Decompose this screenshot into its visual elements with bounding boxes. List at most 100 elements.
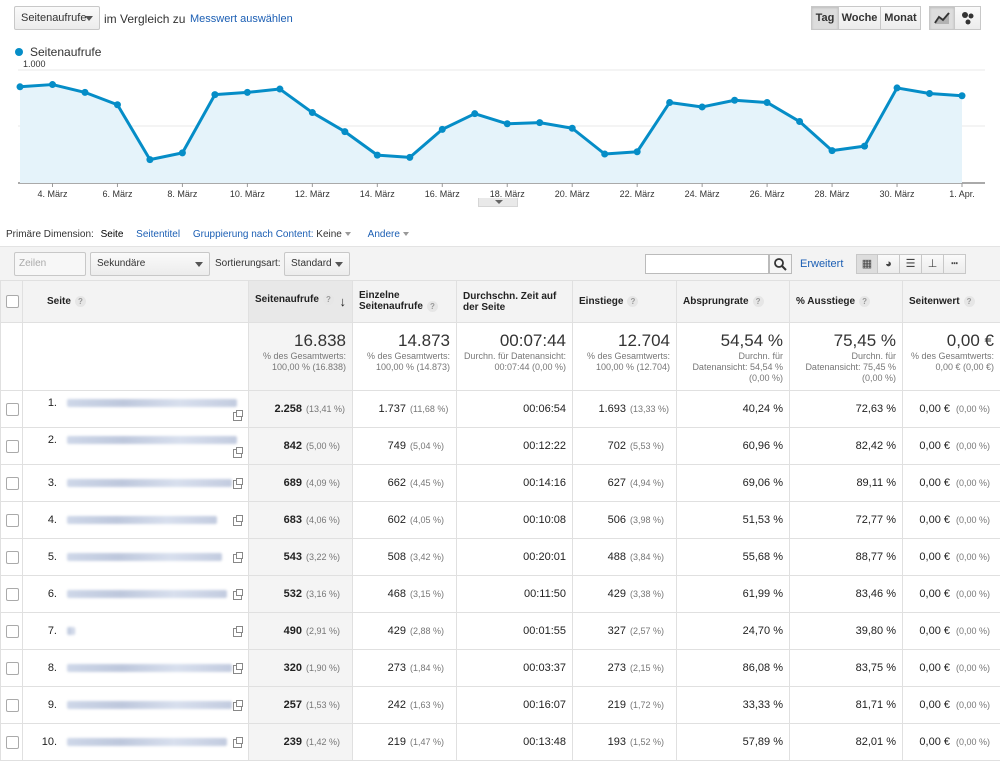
external-link-icon[interactable] (233, 665, 242, 674)
page-url-link[interactable] (67, 516, 217, 524)
line-chart-icon[interactable] (929, 6, 955, 30)
external-link-icon[interactable] (233, 554, 242, 563)
data-point (894, 84, 901, 91)
help-icon[interactable]: ? (753, 296, 764, 307)
unique-pct: (1,47 %) (410, 737, 450, 747)
exit-value: 82,42 % (856, 440, 896, 452)
col-unique-pageviews[interactable]: Einzelne Seitenaufrufe? (353, 281, 457, 323)
series-area (20, 85, 962, 183)
external-link-icon[interactable] (233, 591, 242, 600)
motion-chart-icon[interactable] (955, 6, 981, 30)
page-url-link[interactable] (67, 701, 232, 709)
col-page[interactable]: Seite? (23, 281, 249, 323)
dimension-other[interactable]: Andere (368, 229, 400, 240)
legend-dot (15, 48, 23, 56)
content-grouping-value[interactable]: Keine (316, 229, 342, 240)
page-url-link[interactable] (67, 553, 222, 561)
row-checkbox[interactable] (6, 551, 19, 564)
col-page-value[interactable]: Seitenwert? (903, 281, 1000, 323)
pageviews-value: 689 (284, 477, 302, 489)
row-index: 7. (35, 625, 57, 637)
external-link-icon[interactable] (233, 517, 242, 526)
page-url-link[interactable] (67, 479, 232, 487)
row-index: 10. (35, 736, 57, 748)
external-link-icon[interactable] (233, 702, 242, 711)
page-url-link[interactable] (67, 664, 232, 672)
external-link-icon[interactable] (233, 449, 242, 458)
select-all-checkbox[interactable] (6, 295, 19, 308)
col-exit-rate[interactable]: % Ausstiege? (790, 281, 903, 323)
unique-value: 468 (388, 588, 406, 600)
help-icon[interactable]: ? (859, 296, 870, 307)
dimension-page[interactable]: Seite (101, 229, 124, 240)
performance-view-icon[interactable]: ☰ (900, 254, 922, 274)
unique-value: 508 (388, 551, 406, 563)
row-checkbox[interactable] (6, 403, 19, 416)
page-url-link[interactable] (67, 590, 227, 598)
col-entrances[interactable]: Einstiege? (573, 281, 677, 323)
row-checkbox[interactable] (6, 440, 19, 453)
data-point (861, 143, 868, 150)
select-metric-link[interactable]: Messwert auswählen (190, 13, 293, 25)
total-value-sub: % des Gesamtwerts: 0,00 € (0,00 €) (909, 351, 994, 373)
total-entrances: 12.704 (579, 331, 670, 351)
sort-desc-icon: ↓ (340, 294, 347, 309)
secondary-dimension-select[interactable]: Sekundäre Dimension (90, 252, 210, 276)
x-tick-label: 28. März (815, 189, 851, 199)
pageviews-pct: (3,16 %) (306, 589, 346, 599)
col-pageviews[interactable]: Seitenaufrufe?↓ (249, 281, 353, 323)
row-checkbox[interactable] (6, 477, 19, 490)
pageviews-value: 490 (284, 625, 302, 637)
primary-dimension-label: Primäre Dimension: (6, 229, 94, 240)
data-point (81, 89, 88, 96)
bounce-value: 40,24 % (743, 403, 783, 415)
help-icon[interactable]: ? (75, 296, 86, 307)
external-link-icon[interactable] (233, 480, 242, 489)
total-avg-time: 00:07:44 (463, 331, 566, 351)
row-checkbox[interactable] (6, 662, 19, 675)
help-icon[interactable]: ? (427, 301, 438, 312)
row-checkbox[interactable] (6, 736, 19, 749)
col-avg-time[interactable]: Durchschn. Zeit auf der Seite (457, 281, 573, 323)
advanced-filter-link[interactable]: Erweitert (800, 258, 843, 270)
row-checkbox[interactable] (6, 625, 19, 638)
dimension-page-title[interactable]: Seitentitel (136, 229, 180, 240)
period-month-button[interactable]: Monat (881, 6, 921, 30)
page-url-link[interactable] (67, 738, 227, 746)
row-checkbox[interactable] (6, 588, 19, 601)
dimension-content-grouping[interactable]: Gruppierung nach Content: (193, 229, 314, 240)
pie-view-icon[interactable]: ◕ (878, 254, 900, 274)
page-url-link[interactable] (67, 627, 75, 635)
external-link-icon[interactable] (233, 412, 242, 421)
total-unique: 14.873 (359, 331, 450, 351)
page-url-link[interactable] (67, 399, 237, 407)
row-checkbox[interactable] (6, 699, 19, 712)
table-view-icon[interactable]: ▦ (856, 254, 878, 274)
external-link-icon[interactable] (233, 628, 242, 637)
help-icon[interactable]: ? (627, 296, 638, 307)
search-button[interactable] (769, 254, 792, 274)
table-search-input[interactable] (645, 254, 769, 274)
row-checkbox[interactable] (6, 514, 19, 527)
plot-rows-button[interactable]: Zeilen darstellen (14, 252, 86, 276)
sort-select[interactable]: Standard (284, 252, 350, 276)
external-link-icon[interactable] (233, 739, 242, 748)
unique-pct: (3,15 %) (410, 589, 450, 599)
chart-resize-handle[interactable] (478, 198, 518, 207)
entrances-value: 1.693 (598, 403, 626, 415)
chevron-down-icon (335, 262, 343, 267)
page-url-link[interactable] (67, 436, 237, 444)
entrances-value: 429 (608, 588, 626, 600)
help-icon[interactable]: ? (964, 296, 975, 307)
help-icon[interactable]: ? (323, 294, 334, 305)
period-day-button[interactable]: Tag (811, 6, 839, 30)
pivot-view-icon[interactable]: ┅ (944, 254, 966, 274)
metric-select[interactable]: Seitenaufrufe (14, 6, 100, 30)
pageviews-pct: (4,06 %) (306, 515, 346, 525)
comparison-view-icon[interactable]: ⊥ (922, 254, 944, 274)
col-bounce-rate[interactable]: Absprungrate? (677, 281, 790, 323)
total-exit: 75,45 % (796, 331, 896, 351)
period-week-button[interactable]: Woche (839, 6, 881, 30)
